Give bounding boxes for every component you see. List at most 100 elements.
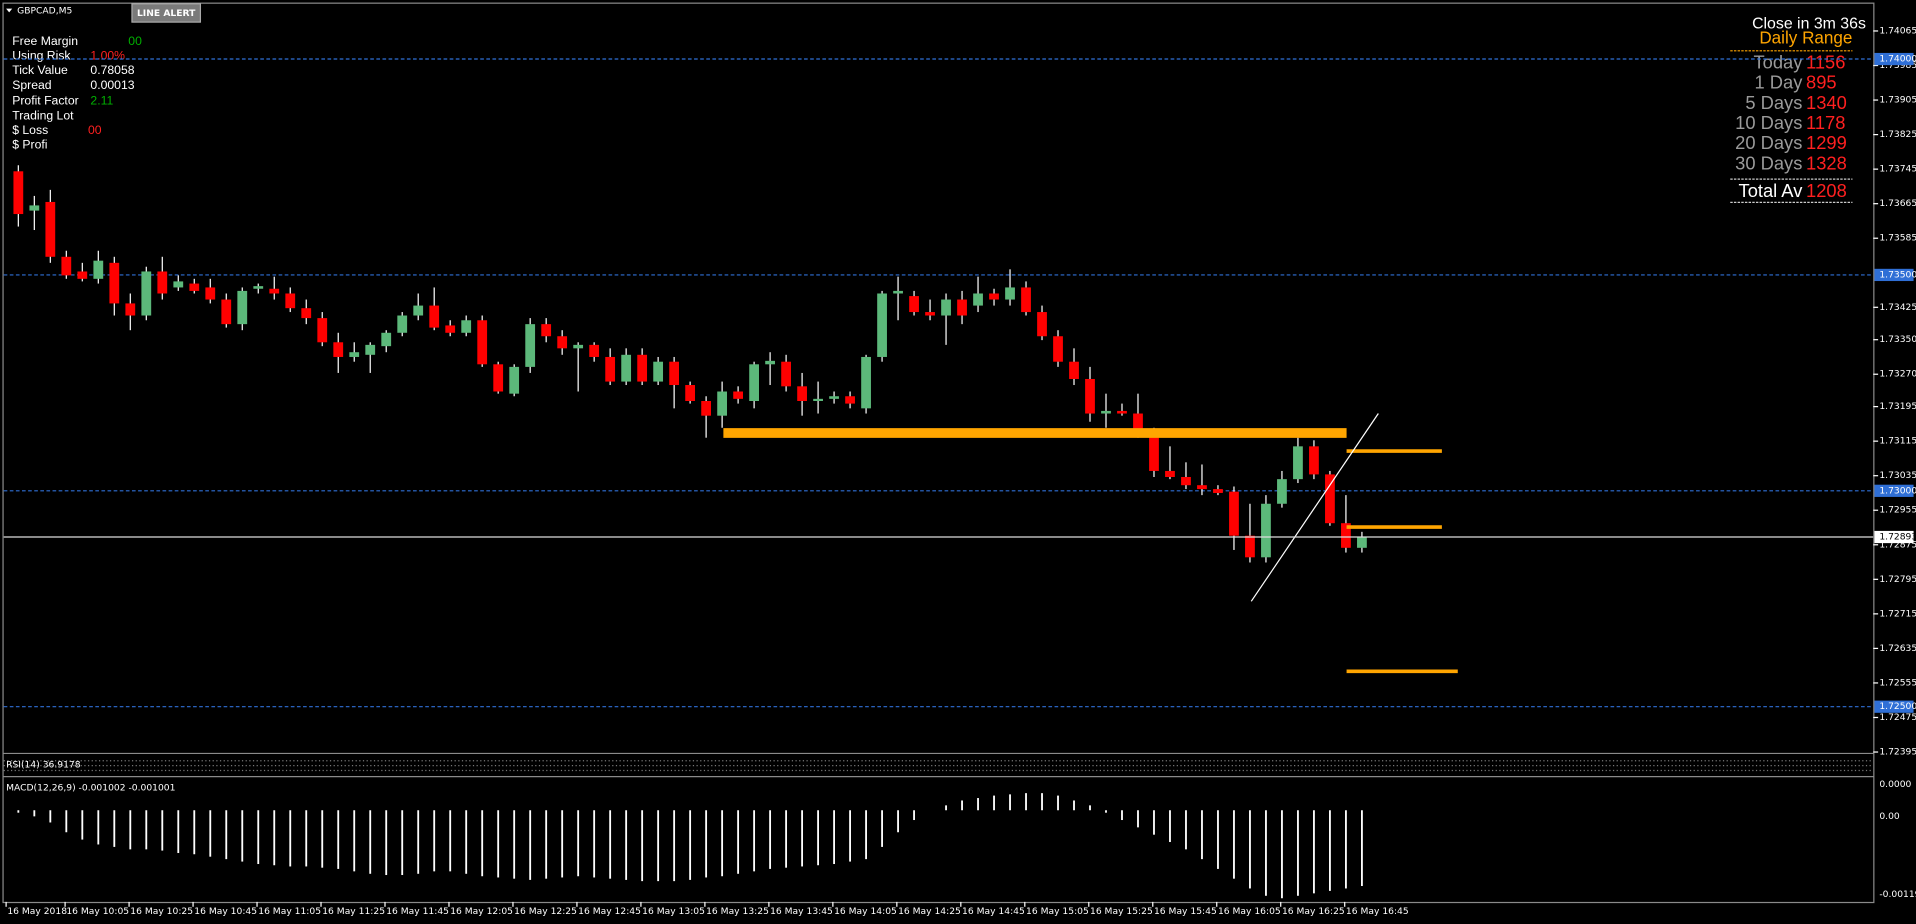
candle-body: [157, 271, 168, 294]
range-value: 1328: [1806, 152, 1847, 173]
candle-body: [1293, 446, 1303, 480]
macd-bar: [1137, 810, 1139, 828]
candle-body: [589, 344, 600, 357]
x-tick-label: 16 May 14:45: [962, 906, 1025, 917]
macd-bar: [161, 810, 164, 851]
range-value: 895: [1806, 72, 1837, 93]
x-tick-label: 16 May 10:25: [130, 906, 193, 917]
x-tick-label: 16 May 16:45: [1346, 906, 1409, 917]
macd-bar: [305, 810, 308, 867]
level-label: 1.72500: [1879, 701, 1916, 712]
candle-body: [1197, 485, 1207, 490]
x-tick-label: 16 May 10:45: [194, 906, 257, 917]
candle-body: [301, 308, 312, 319]
macd-bar: [1185, 810, 1187, 850]
candle-body: [541, 324, 552, 337]
macd-bar: [337, 810, 340, 869]
candle-body: [141, 271, 152, 316]
candle-body: [813, 398, 823, 402]
macd-bar: [865, 810, 867, 860]
macd-bar: [881, 810, 883, 847]
macd-bar: [33, 810, 36, 817]
macd-bar: [49, 810, 52, 823]
macd-bar: [721, 810, 724, 877]
symbol-menu-icon[interactable]: [6, 8, 13, 13]
candle-body: [333, 342, 344, 357]
info-value: 00: [88, 123, 102, 137]
candle-body: [685, 385, 696, 402]
candle-body: [1053, 336, 1063, 362]
range-value: 1178: [1806, 112, 1845, 133]
candle-body: [701, 401, 712, 416]
candle-body: [493, 364, 504, 392]
y-tick-label: 1.73115: [1879, 436, 1916, 447]
current-price-tag: [1874, 530, 1914, 544]
candle-body: [925, 312, 935, 316]
macd-bar: [1345, 810, 1347, 889]
y-tick-label: 1.73270: [1879, 369, 1916, 380]
macd-bar: [1249, 810, 1251, 889]
candle-body: [893, 290, 903, 294]
x-tick-label: 16 May 14:05: [834, 906, 897, 917]
symbol-label: GBPCAD,M5: [17, 6, 72, 17]
y-tick-label: 1.72795: [1879, 574, 1916, 585]
macd-bar: [545, 810, 548, 879]
x-tick-label: 16 May 12:25: [514, 906, 577, 917]
range-total-label: Total Av: [1739, 180, 1804, 201]
y-tick-label: 1.73035: [1879, 470, 1916, 481]
candle-body: [1165, 470, 1175, 477]
candle-body: [1005, 287, 1015, 300]
candle-body: [781, 361, 791, 387]
range-total-value: 1208: [1806, 180, 1847, 201]
candle-body: [1229, 491, 1239, 536]
macd-bar: [177, 810, 180, 854]
macd-bar: [1025, 793, 1027, 811]
macd-bar: [1265, 810, 1267, 896]
macd-bar: [849, 810, 851, 862]
level-tag: [1874, 700, 1914, 713]
candle-body: [1277, 479, 1287, 504]
macd-bar: [641, 810, 644, 882]
macd-bar: [737, 810, 740, 874]
macd-bar: [417, 810, 420, 874]
candle-body: [1085, 378, 1095, 414]
candle-body: [381, 332, 392, 347]
candle-body: [109, 262, 120, 304]
candle-body: [1181, 476, 1191, 486]
line-alert-label[interactable]: LINE ALERT: [137, 8, 196, 19]
candle-body: [749, 364, 759, 402]
candle-body: [349, 352, 360, 357]
info-value: 00: [128, 34, 142, 48]
x-tick-label: 16 May 13:25: [706, 906, 769, 917]
macd-bar: [321, 810, 324, 868]
candle-body: [717, 391, 728, 416]
y-tick-label: 1.73905: [1879, 95, 1916, 106]
info-label: Free Margin: [12, 34, 78, 48]
macd-bar: [561, 810, 564, 878]
level-label: 1.73000: [1879, 485, 1916, 496]
candle-body: [1069, 361, 1079, 379]
macd-bar: [993, 795, 995, 811]
candle-body: [637, 354, 648, 382]
macd-bar: [145, 810, 148, 850]
countdown: Close in 3m 36s: [1752, 16, 1866, 33]
macd-bar: [1313, 810, 1315, 894]
y-tick-label: 1.73425: [1879, 302, 1916, 313]
macd-axis-label: 0.00: [1879, 811, 1900, 822]
info-label: Using Risk: [12, 49, 71, 63]
candle-body: [1213, 489, 1223, 493]
macd-bar: [977, 798, 979, 811]
line-alert-button[interactable]: [131, 3, 202, 23]
macd-bar: [913, 810, 915, 821]
candle-body: [525, 324, 536, 367]
candle-body: [413, 305, 424, 316]
candle-body: [509, 366, 520, 394]
candle-body: [845, 396, 855, 404]
candle-body: [317, 318, 328, 343]
info-value: 2.11: [90, 94, 113, 108]
macd-axis-label: 0.0000: [1879, 779, 1911, 790]
y-tick-label: 1.73985: [1879, 60, 1916, 71]
